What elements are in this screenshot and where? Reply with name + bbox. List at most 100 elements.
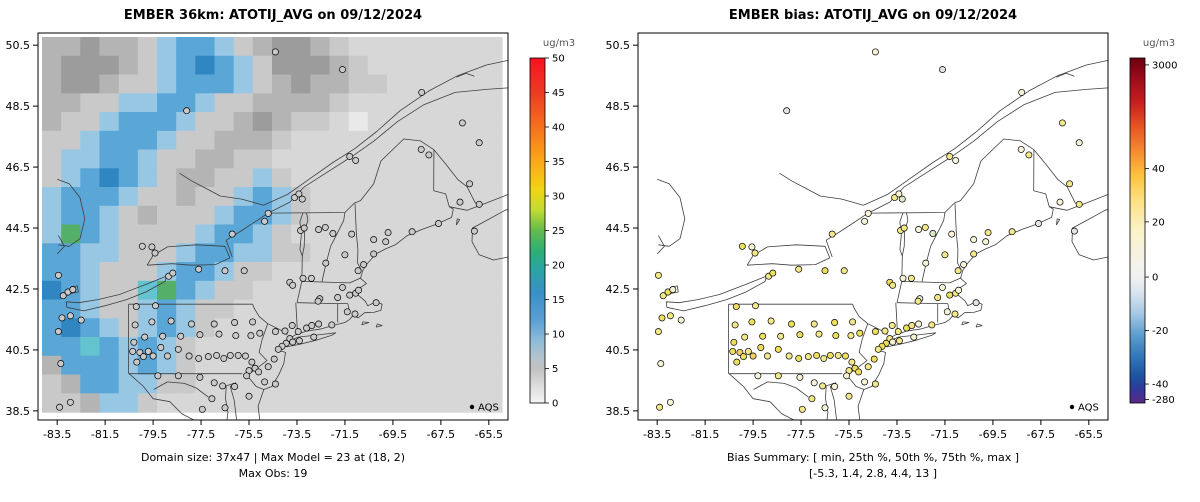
raster-cell — [425, 112, 446, 132]
raster-cell — [406, 224, 426, 244]
raster-cell — [214, 280, 235, 301]
raster-cell — [367, 37, 388, 57]
station-marker — [754, 372, 762, 380]
raster-cell — [157, 337, 177, 357]
raster-cell — [348, 393, 369, 413]
station-marker — [408, 228, 416, 236]
station-marker — [1008, 228, 1016, 236]
raster-cell — [406, 374, 426, 394]
station-marker — [939, 66, 946, 74]
raster-cell — [61, 374, 81, 394]
station-marker — [384, 229, 392, 237]
raster-cell — [444, 262, 465, 282]
raster-cell — [118, 93, 139, 113]
raster-cell — [80, 187, 101, 207]
raster-cell — [176, 130, 196, 151]
station-marker — [271, 380, 279, 388]
raster-cell — [463, 74, 484, 94]
station-marker — [247, 332, 255, 340]
raster-cell — [137, 393, 158, 413]
station-marker — [871, 328, 879, 336]
station-marker — [308, 322, 316, 329]
station-marker — [148, 243, 156, 251]
station-marker — [322, 259, 330, 267]
raster-cell — [463, 393, 484, 413]
raster-cell — [425, 168, 446, 188]
raster-cell — [233, 318, 254, 338]
raster-cell — [291, 130, 311, 151]
station-marker — [264, 209, 272, 217]
raster-cell — [387, 224, 407, 244]
raster-cell — [157, 37, 177, 57]
station-marker — [219, 382, 227, 390]
station-marker — [382, 238, 390, 246]
station-marker — [821, 404, 829, 412]
raster-cell — [233, 168, 254, 188]
raster-cell — [272, 393, 292, 413]
station-marker — [129, 347, 137, 355]
raster-cell — [176, 224, 196, 244]
raster-cell — [329, 205, 350, 226]
raster-cell — [233, 299, 254, 319]
station-marker — [929, 230, 937, 237]
raster-cell — [463, 149, 484, 169]
colorbar — [1129, 57, 1146, 404]
raster-cell — [176, 74, 196, 94]
raster-cell — [61, 168, 81, 188]
station-marker — [861, 217, 869, 225]
raster-cell — [444, 374, 465, 394]
raster-cell — [137, 130, 158, 151]
raster-cell — [387, 299, 407, 319]
raster-cell — [157, 299, 177, 319]
plot-text: -20 — [1152, 326, 1168, 337]
station-marker — [1056, 198, 1064, 206]
raster-cell — [252, 224, 273, 244]
raster-cell — [329, 112, 350, 132]
raster-cell — [176, 93, 196, 113]
raster-cell — [387, 355, 407, 376]
map-outline — [263, 60, 508, 206]
map-outline — [1071, 208, 1108, 261]
station-marker — [196, 373, 204, 381]
raster-cell — [61, 112, 81, 132]
raster-cell — [272, 168, 292, 188]
raster-cell — [42, 205, 62, 226]
plot-text: 5 — [552, 364, 558, 375]
raster-cell — [367, 280, 388, 301]
raster-cell — [118, 224, 139, 244]
station-marker — [757, 344, 765, 351]
plot-text: -71.5 — [331, 428, 359, 441]
map-outline — [779, 172, 864, 206]
raster-cell — [387, 74, 407, 94]
raster-cell — [195, 299, 216, 319]
station-marker — [733, 358, 741, 366]
raster-cell — [214, 337, 235, 357]
raster-cell — [348, 355, 369, 376]
raster-cell — [329, 55, 350, 76]
raster-cell — [482, 337, 503, 357]
raster-cell — [118, 55, 139, 76]
raster-cell — [272, 280, 292, 301]
station-marker — [889, 338, 897, 346]
raster-cell — [387, 130, 407, 151]
station-marker — [914, 297, 922, 305]
raster-cell — [425, 262, 446, 282]
map-outline — [321, 212, 346, 283]
raster-cell — [463, 280, 484, 301]
station-marker — [288, 322, 296, 329]
raster-cell — [252, 55, 273, 76]
map-outline — [296, 281, 303, 303]
raster-cell — [272, 262, 292, 282]
raster-cell — [291, 374, 311, 394]
station-marker — [820, 354, 828, 362]
station-marker — [185, 352, 193, 360]
raster-cell — [463, 374, 484, 394]
raster-cell — [157, 280, 177, 301]
legend-dot-icon — [1069, 404, 1075, 410]
map-outline — [433, 149, 476, 204]
raster-cell — [310, 37, 331, 57]
plot-text: 25 — [552, 226, 565, 237]
raster-cell — [42, 130, 62, 151]
raster-cell — [425, 130, 446, 151]
station-marker — [57, 360, 65, 368]
